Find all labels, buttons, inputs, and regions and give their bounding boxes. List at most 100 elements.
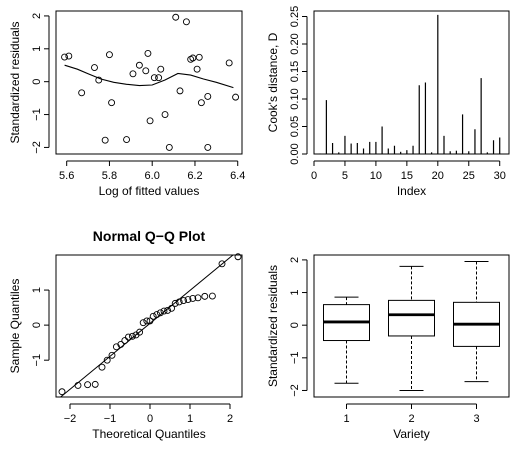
residual-point [91, 64, 98, 71]
residual-point [232, 93, 240, 101]
x-tick-label: 30 [494, 170, 506, 182]
qq-point [91, 380, 99, 388]
qq-point [175, 298, 183, 306]
residual-point [182, 18, 190, 26]
residual-point [157, 65, 165, 73]
cooks-bars [319, 14, 501, 154]
qq-point [121, 337, 129, 345]
qq-point [153, 311, 161, 319]
qq-point [136, 328, 144, 336]
x-tick-label: 0 [311, 170, 317, 182]
y-axis: −1 0 1 [31, 287, 50, 367]
x-axis: 5.6 5.8 6.0 6.2 6.4 [59, 160, 245, 182]
x-tick-label: 10 [370, 170, 382, 182]
x-tick-label: 15 [401, 170, 413, 182]
x-axis: −2 −1 0 1 2 [64, 403, 233, 425]
qq-point [168, 304, 176, 312]
qq-point [74, 381, 82, 389]
residual-point [204, 93, 212, 100]
box-variety-1 [323, 296, 370, 384]
residual-point [105, 51, 113, 59]
qq-point [234, 253, 242, 261]
qq-point [146, 317, 154, 325]
qq-point [189, 295, 197, 302]
plot-frame [313, 254, 510, 398]
qq-point [164, 306, 172, 314]
y-axis: 0.00 0.05 0.10 0.15 0.20 0.25 [289, 6, 308, 165]
y-tick-label: 1 [31, 287, 43, 293]
residual-point [142, 67, 150, 75]
residual-point [129, 70, 137, 78]
residual-points [61, 13, 240, 151]
qq-points [58, 253, 242, 396]
y-tick-label: 1 [31, 46, 43, 52]
residual-point [204, 143, 212, 151]
residual-point [189, 54, 197, 62]
panel-2: 0 5 10 15 20 25 30 Index 0.00 0.05 0.10 0.15 0.20 0.2… [266, 6, 510, 198]
x-tick-label: 2 [408, 413, 414, 425]
x-tick-label: 20 [432, 170, 444, 182]
x-axis-label: Variety [393, 427, 429, 441]
residual-point [176, 87, 184, 95]
x-tick-label: 0 [147, 413, 153, 425]
y-axis-label: Sample Quantiles [8, 279, 22, 374]
x-tick-label: 6.2 [187, 170, 202, 182]
residual-point [101, 136, 109, 144]
x-axis-label: Log of fitted values [99, 184, 200, 198]
y-tick-label: −1 [31, 354, 43, 367]
residual-point [195, 53, 203, 61]
y-tick-label: 0.05 [289, 116, 301, 137]
x-tick-label: 5.6 [59, 170, 74, 182]
y-axis-label: Standardized residuals [266, 265, 280, 387]
residual-point [108, 99, 116, 107]
residual-point [150, 74, 158, 82]
box-variety-3 [453, 261, 500, 383]
residual-point [155, 74, 163, 82]
y-tick-label: 0.00 [289, 143, 301, 164]
qq-point [143, 317, 151, 325]
panel-3: −2 −1 0 1 2 Theoretical Quantiles −1 0 1 Sample Q… [8, 228, 243, 441]
y-tick-label: 1 [289, 289, 301, 295]
qq-point [184, 296, 192, 303]
x-tick-label: −1 [104, 413, 117, 425]
x-tick-label: 6.0 [145, 170, 160, 182]
x-tick-label: 1 [343, 413, 349, 425]
qq-point [139, 319, 147, 327]
qq-point [208, 292, 216, 300]
residual-point [95, 76, 103, 84]
residual-point [144, 49, 152, 57]
qq-point [124, 333, 132, 341]
qq-point [218, 260, 226, 268]
x-tick-label: 5.8 [102, 170, 117, 182]
y-tick-label: 0.25 [289, 6, 301, 27]
qq-point [171, 299, 179, 307]
y-tick-label: −2 [31, 141, 43, 154]
y-axis-label: Standardized residuals [8, 21, 22, 143]
residual-point [225, 59, 233, 67]
x-tick-label: 3 [473, 413, 479, 425]
x-axis-label: Theoretical Quantiles [92, 427, 205, 441]
y-tick-label: 0 [289, 322, 301, 328]
x-tick-label: 5 [342, 170, 348, 182]
x-tick-label: 6.4 [230, 170, 245, 182]
residual-point [135, 61, 143, 69]
y-tick-label: 0 [31, 79, 43, 85]
residual-point [165, 143, 173, 151]
y-tick-label: 0.15 [289, 61, 301, 82]
y-tick-label: −2 [289, 384, 301, 397]
y-tick-label: 2 [31, 13, 43, 19]
x-tick-label: −2 [64, 413, 77, 425]
qq-point [160, 307, 168, 315]
x-axis-label: Index [397, 184, 426, 198]
y-tick-label: 0.20 [289, 33, 301, 54]
x-tick-label: 2 [227, 413, 233, 425]
x-tick-label: 25 [463, 170, 475, 182]
qq-point [201, 292, 209, 300]
residual-point [197, 99, 205, 107]
panel-4: −2 −1 0 1 2 Standardized residuals 1 2 3 Variety [266, 254, 510, 441]
y-tick-label: −1 [31, 108, 43, 121]
plot-title: Normal Q−Q Plot [93, 228, 206, 244]
y-axis-label: Cook's distance, D [266, 32, 280, 132]
y-tick-label: −1 [289, 352, 301, 365]
qq-point [84, 381, 92, 389]
